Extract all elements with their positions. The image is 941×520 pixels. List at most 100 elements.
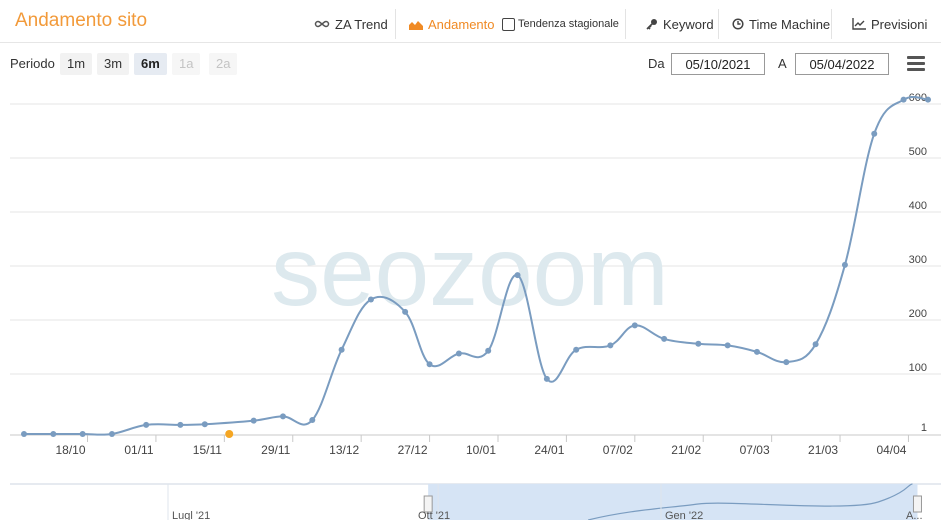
data-point[interactable] xyxy=(50,431,57,437)
key-icon xyxy=(646,18,658,30)
toolbar-divider xyxy=(625,9,626,39)
period-1m-button[interactable]: 1m xyxy=(60,53,93,75)
navigator-label: A... xyxy=(906,510,923,520)
data-point[interactable] xyxy=(724,342,731,349)
data-point[interactable] xyxy=(143,421,150,428)
x-tick-label: 07/03 xyxy=(740,443,770,457)
seozoom-watermark: seozoom xyxy=(271,216,669,326)
keyword-label: Keyword xyxy=(663,16,714,32)
period-label: Periodo xyxy=(10,56,55,71)
series-line xyxy=(24,95,929,436)
data-point[interactable] xyxy=(695,340,702,347)
page-title: Andamento sito xyxy=(15,10,148,31)
za-trend-label: ZA Trend xyxy=(335,16,388,32)
data-point[interactable] xyxy=(661,335,668,342)
data-point[interactable] xyxy=(309,417,316,424)
checkbox-icon[interactable] xyxy=(502,17,515,31)
x-tick-label: 15/11 xyxy=(193,443,222,457)
y-tick-label: 400 xyxy=(909,200,927,212)
hamburger-menu-icon[interactable] xyxy=(907,56,925,72)
data-point[interactable] xyxy=(871,130,878,137)
infinity-icon xyxy=(314,19,330,29)
navigator-label: Lugl '21 xyxy=(172,510,210,520)
data-point[interactable] xyxy=(402,308,409,315)
navigator-series-line xyxy=(588,483,913,520)
navigator-label: Gen '22 xyxy=(665,510,703,520)
data-point[interactable] xyxy=(485,347,492,354)
x-axis: 18/10 01/11 15/11 29/11 13/12 27/12 10/01 24/01… xyxy=(10,434,941,457)
x-tick-label: 04/04 xyxy=(876,443,906,457)
data-point[interactable] xyxy=(201,421,208,428)
keyword-button[interactable]: Keyword xyxy=(646,9,714,39)
x-tick-label: 01/11 xyxy=(124,443,153,457)
to-label: A xyxy=(778,56,787,71)
from-label: Da xyxy=(648,56,665,71)
toolbar-divider xyxy=(831,9,832,39)
data-point[interactable] xyxy=(631,322,638,329)
x-tick-label: 21/03 xyxy=(808,443,838,457)
data-point[interactable] xyxy=(21,431,27,437)
period-1a-button: 1a xyxy=(172,53,201,75)
navigator-handle[interactable] xyxy=(912,495,922,513)
data-point[interactable] xyxy=(514,272,521,279)
y-tick-label: 300 xyxy=(909,254,927,266)
navigator-handle[interactable] xyxy=(423,495,433,513)
y-tick-label: 100 xyxy=(909,362,927,374)
range-navigator[interactable]: Lugl '21 Ott '21 Gen '22 A... xyxy=(0,482,941,520)
data-point[interactable] xyxy=(925,96,931,103)
toolbar-divider xyxy=(718,9,719,39)
x-tick-label: 21/02 xyxy=(671,443,701,457)
data-point[interactable] xyxy=(455,350,462,357)
data-point[interactable] xyxy=(426,361,433,368)
data-point[interactable] xyxy=(783,359,790,366)
andamento-label: Andamento xyxy=(428,16,495,32)
period-2a-button: 2a xyxy=(209,53,238,75)
za-trend-button[interactable]: ZA Trend xyxy=(314,9,388,39)
data-point[interactable] xyxy=(367,296,374,303)
x-tick-label: 10/01 xyxy=(466,443,496,457)
data-point[interactable] xyxy=(900,96,907,103)
data-point[interactable] xyxy=(841,261,848,268)
andamento-button[interactable]: Andamento xyxy=(409,9,495,39)
navigator-selection[interactable] xyxy=(428,484,918,520)
line-chart-icon xyxy=(852,18,866,30)
data-point[interactable] xyxy=(108,431,115,437)
period-3m-button[interactable]: 3m xyxy=(97,53,130,75)
y-tick-label: 200 xyxy=(909,308,927,320)
data-point[interactable] xyxy=(338,346,345,353)
toolbar-divider xyxy=(395,9,396,39)
chart-toolbar: ZA Trend Andamento Tendenza stagionale K… xyxy=(300,9,941,39)
time-machine-button[interactable]: Time Machine xyxy=(732,9,830,39)
chart-grid xyxy=(10,103,941,375)
clock-icon xyxy=(732,18,744,30)
data-point[interactable] xyxy=(607,342,614,349)
time-machine-label: Time Machine xyxy=(749,16,831,32)
tendenza-stagionale-toggle[interactable]: Tendenza stagionale xyxy=(502,9,619,39)
data-point[interactable] xyxy=(177,421,184,428)
data-point[interactable] xyxy=(250,417,257,424)
tendenza-label: Tendenza stagionale xyxy=(518,18,619,30)
data-point[interactable] xyxy=(573,346,580,353)
highlight-point[interactable] xyxy=(225,430,234,438)
x-tick-label: 18/10 xyxy=(56,443,86,457)
from-date-input[interactable] xyxy=(671,53,765,75)
to-date-input[interactable] xyxy=(795,53,889,75)
previsioni-button[interactable]: Previsioni xyxy=(852,9,927,39)
period-6m-button[interactable]: 6m xyxy=(134,53,167,75)
x-tick-label: 07/02 xyxy=(603,443,633,457)
x-tick-label: 13/12 xyxy=(329,443,359,457)
area-chart-icon xyxy=(409,19,423,30)
data-point[interactable] xyxy=(543,375,550,382)
data-point[interactable] xyxy=(279,413,286,420)
x-tick-label: 27/12 xyxy=(398,443,428,457)
data-point[interactable] xyxy=(79,431,86,437)
x-tick-label: 29/11 xyxy=(261,443,290,457)
y-tick-label: 500 xyxy=(909,146,927,158)
data-point[interactable] xyxy=(753,348,760,355)
series-points xyxy=(21,96,931,438)
previsioni-label: Previsioni xyxy=(871,16,928,32)
data-point[interactable] xyxy=(812,341,819,348)
y-tick-label: 1 xyxy=(921,422,927,434)
